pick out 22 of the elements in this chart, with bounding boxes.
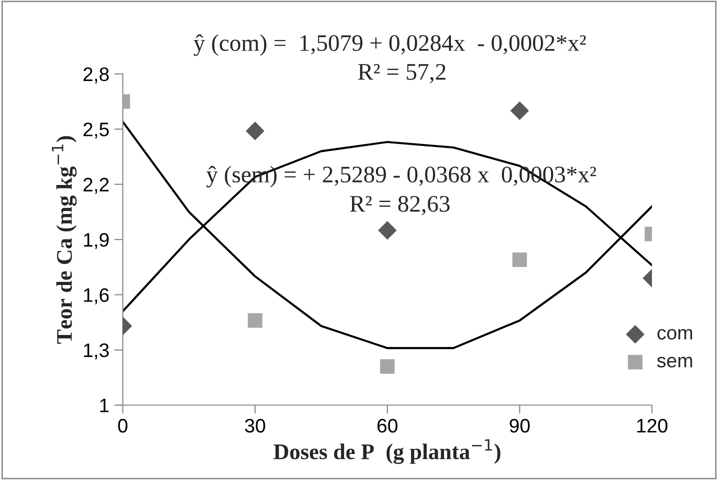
y-tick-label: 2,8 [84, 67, 109, 84]
y-tick-label: 2,5 [84, 122, 109, 139]
x-axis-title: Doses de P (g planta$^{−1}$) [274, 439, 500, 464]
y-tick-label: 2,2 [84, 178, 109, 194]
point [380, 359, 395, 374]
x-tick-label: 30 [245, 418, 266, 433]
y-tick-label: 1,9 [84, 232, 109, 250]
legend-label: com [657, 328, 692, 340]
x-tick-label: 120 [637, 418, 668, 433]
x-tick-label: 90 [510, 418, 530, 433]
annotation: R² = 82,63 [350, 196, 450, 216]
point [378, 221, 397, 240]
x-tick-label: 0 [118, 418, 128, 433]
legend-label: sem [657, 356, 692, 368]
text: ŷ (com) = 1,5079 + 0,0284x - 0,0002*x² [194, 34, 586, 56]
y-tick-label: 1,3 [84, 343, 109, 360]
annotation: R² = 57,2 [358, 64, 446, 84]
x-tick-label: 60 [378, 418, 398, 433]
y-tick-label: 1 [100, 398, 109, 412]
line-series [122, 120, 652, 350]
y-tick-label: 1,6 [84, 288, 109, 304]
y-axis-title: Teor de Ca (mg kg$^{−1}$) [52, 136, 77, 344]
